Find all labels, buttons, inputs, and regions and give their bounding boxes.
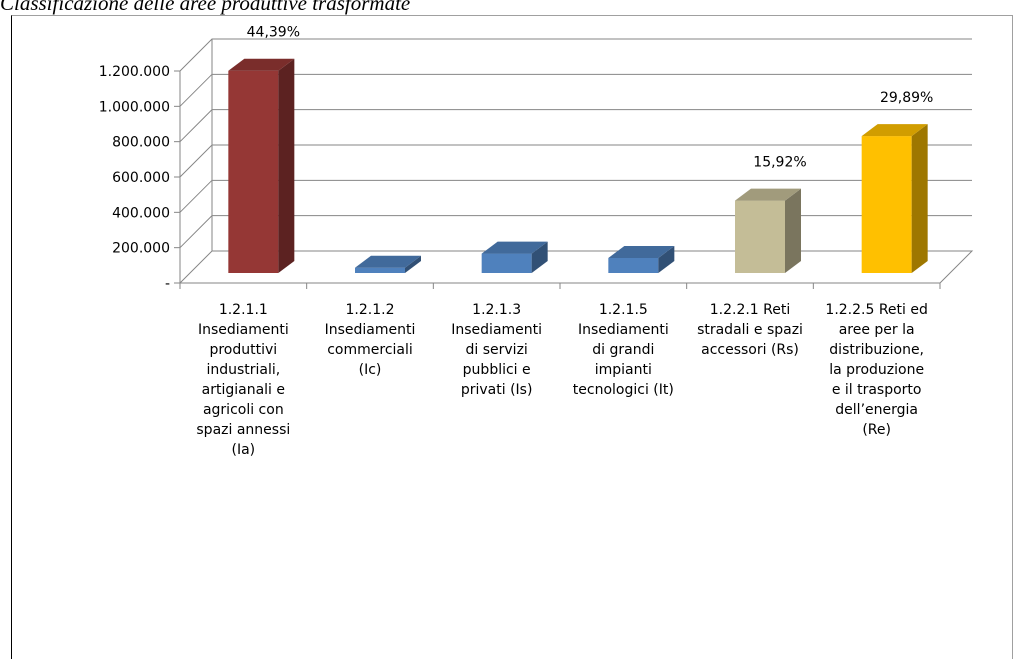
bar-side	[405, 255, 421, 273]
bar-front	[355, 267, 405, 273]
axes	[174, 39, 974, 289]
y-tick-label: 1.200.000	[99, 64, 170, 80]
y-axis-tick-labels: - 200.000 400.000 600.000 800.000 1.000.000 1.…	[99, 64, 170, 292]
y-tick-label: 600.000	[112, 170, 170, 186]
y-tick-label: -	[165, 276, 170, 292]
bar-top	[355, 255, 421, 268]
bar-side	[911, 124, 928, 273]
bar	[481, 241, 548, 273]
y-tick-label: 800.000	[112, 135, 170, 151]
bar-side	[658, 245, 675, 273]
bar	[735, 188, 801, 273]
floor-outline	[179, 250, 974, 284]
data-labels: 44,39% 15,92% 29,89%	[247, 25, 934, 171]
data-label: 44,39%	[247, 25, 300, 41]
y-tick-label: 400.000	[112, 205, 170, 221]
x-category-label: 1.2.1.3 Insediamenti di servizi pubblici…	[451, 302, 543, 398]
x-category-label: 1.2.1.2 Insediamenti commerciali (Ic)	[324, 302, 416, 378]
gridline	[179, 144, 972, 178]
bar-side	[278, 58, 295, 273]
bar-top	[608, 245, 675, 258]
gridline	[179, 215, 972, 249]
bars	[228, 58, 928, 273]
bar	[228, 58, 295, 273]
data-label: 29,89%	[880, 90, 933, 106]
x-category-label: 1.2.1.5 Insediamenti di grandi impianti …	[572, 302, 674, 398]
x-category-label: 1.2.1.1 Insediamenti produttivi industri…	[196, 302, 291, 458]
bar-side	[531, 241, 548, 273]
bar-front	[481, 253, 532, 273]
bar	[355, 255, 421, 273]
bar-front	[735, 200, 785, 273]
y-tick-label: 1.000.000	[99, 99, 170, 115]
bar-top	[481, 241, 548, 254]
bar	[608, 245, 675, 273]
gridlines	[179, 38, 972, 249]
bar-side	[785, 188, 801, 273]
gridline	[179, 38, 972, 72]
page-title: Classificazione delle aree produttive tr…	[0, 0, 411, 15]
gridline	[179, 73, 972, 107]
bar-front	[608, 257, 659, 273]
bar-top	[861, 124, 928, 137]
bar-top	[228, 58, 295, 71]
x-category-label: 1.2.2.5 Reti ed aree per la distribuzion…	[825, 302, 928, 438]
bar	[861, 124, 928, 273]
x-category-label: 1.2.2.1 Reti stradali e spazi accessori …	[697, 302, 803, 358]
bar-front	[228, 70, 279, 273]
bar-top	[735, 188, 801, 201]
gridline	[179, 179, 972, 213]
bar-front	[861, 136, 912, 273]
chart-frame	[11, 15, 1013, 659]
gridline	[179, 109, 972, 143]
y-tick-label: 200.000	[112, 241, 170, 257]
data-label: 15,92%	[753, 155, 806, 171]
